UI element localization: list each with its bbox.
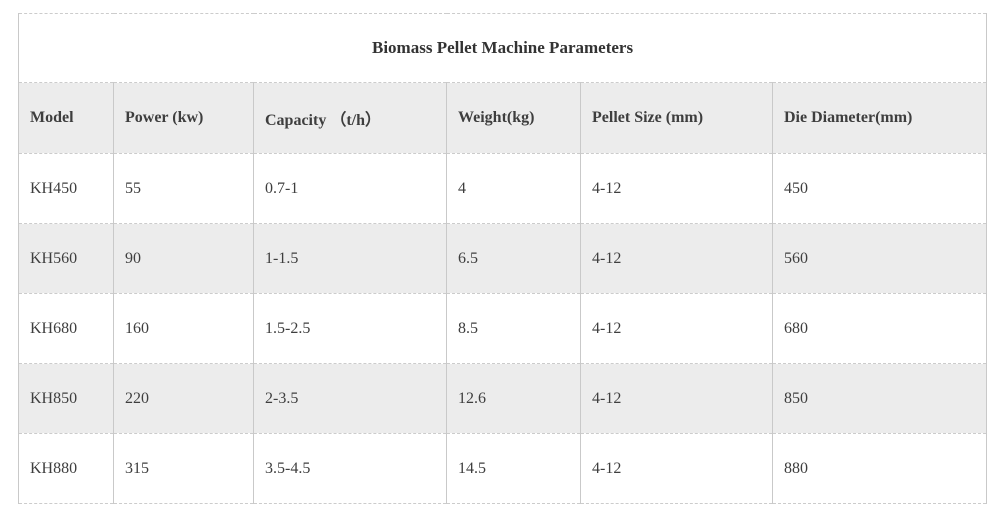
column-header-weight: Weight(kg) xyxy=(446,82,581,154)
table-row-kh850: KH850 220 2-3.5 12.6 4-12 850 xyxy=(18,363,987,434)
cell-power: 90 xyxy=(113,223,254,294)
cell-model: KH560 xyxy=(18,223,114,294)
cell-weight: 14.5 xyxy=(446,433,581,504)
cell-power: 55 xyxy=(113,153,254,224)
cell-capacity: 1-1.5 xyxy=(253,223,447,294)
cell-pellet-size: 4-12 xyxy=(580,293,773,364)
column-header-model: Model xyxy=(18,82,114,154)
table-header-row: Model Power (kw) Capacity （t/h） Weight(k… xyxy=(18,82,987,154)
table-row-kh560: KH560 90 1-1.5 6.5 4-12 560 xyxy=(18,223,987,294)
table-title-row: Biomass Pellet Machine Parameters xyxy=(18,13,987,83)
cell-pellet-size: 4-12 xyxy=(580,223,773,294)
cell-capacity: 2-3.5 xyxy=(253,363,447,434)
column-header-die-diameter: Die Diameter(mm) xyxy=(772,82,987,154)
cell-model: KH880 xyxy=(18,433,114,504)
cell-die-diameter: 560 xyxy=(772,223,987,294)
cell-power: 220 xyxy=(113,363,254,434)
cell-die-diameter: 880 xyxy=(772,433,987,504)
cell-model: KH680 xyxy=(18,293,114,364)
cell-power: 315 xyxy=(113,433,254,504)
table-title: Biomass Pellet Machine Parameters xyxy=(18,13,987,83)
cell-pellet-size: 4-12 xyxy=(580,433,773,504)
cell-model: KH450 xyxy=(18,153,114,224)
cell-capacity: 1.5-2.5 xyxy=(253,293,447,364)
cell-pellet-size: 4-12 xyxy=(580,363,773,434)
cell-weight: 12.6 xyxy=(446,363,581,434)
cell-power: 160 xyxy=(113,293,254,364)
cell-capacity: 0.7-1 xyxy=(253,153,447,224)
cell-capacity: 3.5-4.5 xyxy=(253,433,447,504)
table-row-kh880: KH880 315 3.5-4.5 14.5 4-12 880 xyxy=(18,433,987,504)
cell-pellet-size: 4-12 xyxy=(580,153,773,224)
cell-weight: 6.5 xyxy=(446,223,581,294)
column-header-pellet-size: Pellet Size (mm) xyxy=(580,82,773,154)
cell-die-diameter: 450 xyxy=(772,153,987,224)
column-header-capacity: Capacity （t/h） xyxy=(253,82,447,154)
column-header-power: Power (kw) xyxy=(113,82,254,154)
cell-weight: 8.5 xyxy=(446,293,581,364)
cell-die-diameter: 850 xyxy=(772,363,987,434)
parameters-table: Biomass Pellet Machine Parameters Model … xyxy=(18,13,988,504)
cell-model: KH850 xyxy=(18,363,114,434)
table-row-kh680: KH680 160 1.5-2.5 8.5 4-12 680 xyxy=(18,293,987,364)
cell-weight: 4 xyxy=(446,153,581,224)
cell-die-diameter: 680 xyxy=(772,293,987,364)
table-row-kh450: KH450 55 0.7-1 4 4-12 450 xyxy=(18,153,987,224)
